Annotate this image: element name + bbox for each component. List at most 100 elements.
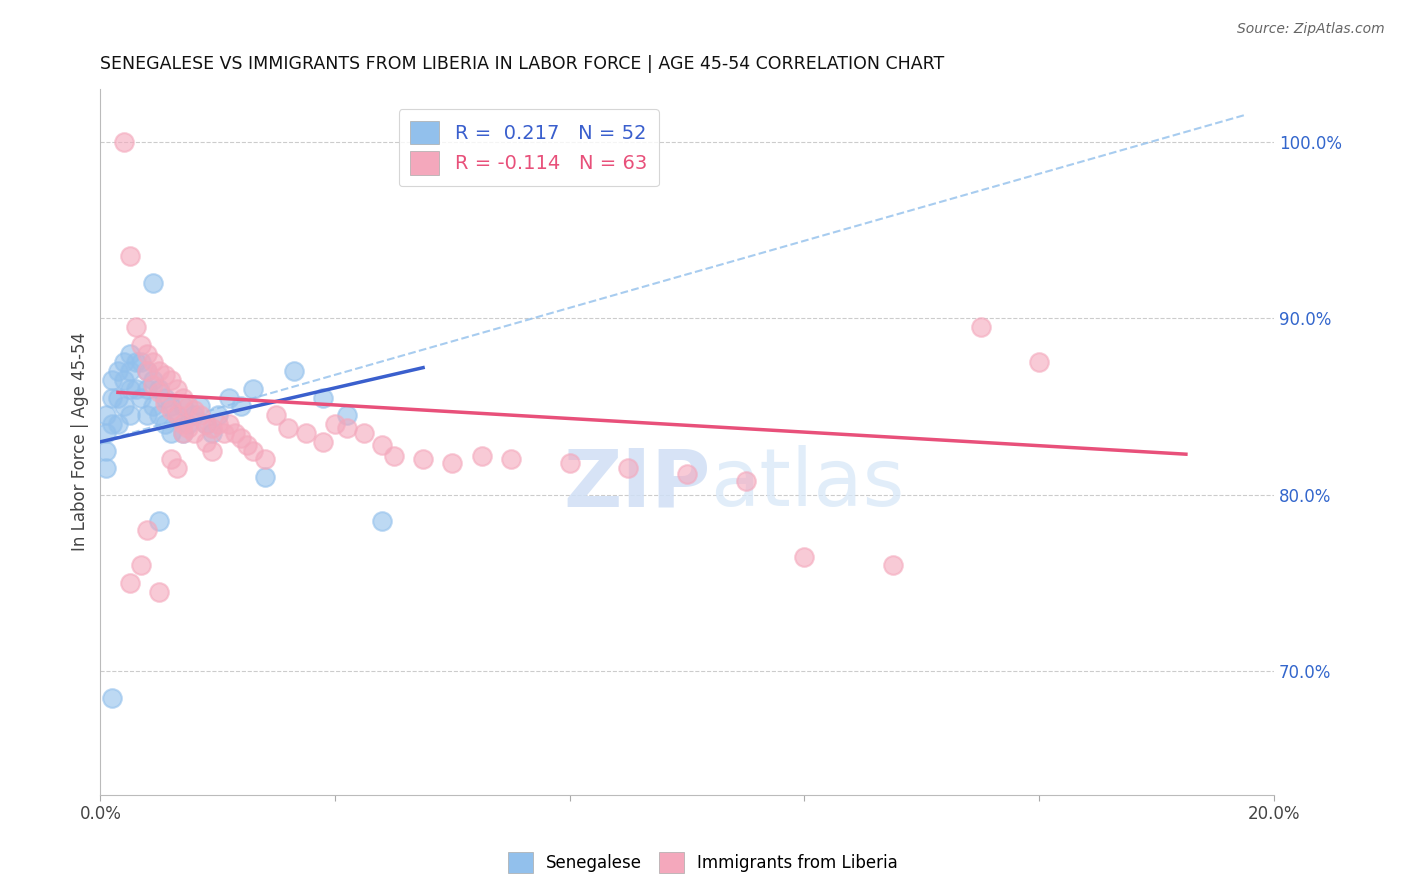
Point — [242, 443, 264, 458]
Point — [201, 425, 224, 440]
Point — [224, 425, 246, 440]
Point — [183, 409, 205, 423]
Point — [266, 409, 288, 423]
Point — [159, 425, 181, 440]
Point — [142, 400, 165, 414]
Point — [101, 417, 124, 432]
Point — [153, 391, 176, 405]
Point — [558, 456, 581, 470]
Point — [336, 409, 359, 423]
Point — [148, 385, 170, 400]
Point — [124, 382, 146, 396]
Point — [159, 452, 181, 467]
Point — [188, 400, 211, 414]
Point — [101, 690, 124, 705]
Point — [177, 420, 200, 434]
Point — [136, 364, 159, 378]
Y-axis label: In Labor Force | Age 45-54: In Labor Force | Age 45-54 — [72, 333, 89, 551]
Point — [166, 409, 188, 423]
Point — [96, 461, 118, 475]
Point — [793, 549, 815, 564]
Point — [107, 364, 129, 378]
Point — [207, 417, 229, 432]
Point — [153, 417, 176, 432]
Point — [294, 425, 316, 440]
Point — [412, 452, 434, 467]
Point — [159, 403, 181, 417]
Point — [107, 417, 129, 432]
Point — [183, 403, 205, 417]
Point — [242, 382, 264, 396]
Point — [218, 417, 240, 432]
Point — [96, 425, 118, 440]
Point — [136, 409, 159, 423]
Point — [148, 409, 170, 423]
Point — [253, 452, 276, 467]
Legend: Senegalese, Immigrants from Liberia: Senegalese, Immigrants from Liberia — [502, 846, 904, 880]
Point — [118, 576, 141, 591]
Point — [231, 400, 253, 414]
Point — [183, 425, 205, 440]
Point — [118, 364, 141, 378]
Point — [501, 452, 523, 467]
Text: atlas: atlas — [710, 445, 905, 524]
Point — [194, 417, 217, 432]
Point — [159, 373, 181, 387]
Point — [101, 373, 124, 387]
Point — [166, 461, 188, 475]
Point — [201, 443, 224, 458]
Point — [142, 373, 165, 387]
Point — [212, 425, 235, 440]
Point — [124, 355, 146, 369]
Point — [136, 364, 159, 378]
Point — [136, 523, 159, 537]
Point — [336, 420, 359, 434]
Point — [142, 378, 165, 392]
Point — [253, 470, 276, 484]
Point — [159, 400, 181, 414]
Point — [148, 382, 170, 396]
Point — [124, 320, 146, 334]
Point — [118, 382, 141, 396]
Point — [236, 438, 259, 452]
Point — [107, 391, 129, 405]
Point — [112, 400, 135, 414]
Point — [969, 320, 991, 334]
Point — [471, 449, 494, 463]
Point — [148, 514, 170, 528]
Point — [283, 364, 305, 378]
Point — [218, 391, 240, 405]
Point — [312, 434, 335, 449]
Text: ZIP: ZIP — [564, 445, 710, 524]
Point — [136, 382, 159, 396]
Point — [172, 425, 194, 440]
Point — [312, 391, 335, 405]
Point — [131, 355, 153, 369]
Point — [166, 382, 188, 396]
Point — [131, 337, 153, 351]
Point — [382, 449, 405, 463]
Point — [118, 249, 141, 263]
Point — [153, 368, 176, 382]
Text: SENEGALESE VS IMMIGRANTS FROM LIBERIA IN LABOR FORCE | AGE 45-54 CORRELATION CHA: SENEGALESE VS IMMIGRANTS FROM LIBERIA IN… — [100, 55, 945, 73]
Point — [441, 456, 464, 470]
Point — [617, 461, 640, 475]
Point — [112, 355, 135, 369]
Point — [882, 558, 904, 573]
Point — [96, 409, 118, 423]
Point — [142, 276, 165, 290]
Point — [153, 396, 176, 410]
Point — [207, 409, 229, 423]
Point — [353, 425, 375, 440]
Point — [131, 391, 153, 405]
Text: Source: ZipAtlas.com: Source: ZipAtlas.com — [1237, 22, 1385, 37]
Point — [194, 434, 217, 449]
Point — [101, 391, 124, 405]
Point — [166, 409, 188, 423]
Point — [172, 425, 194, 440]
Point — [676, 467, 699, 481]
Point — [148, 364, 170, 378]
Point — [277, 420, 299, 434]
Point — [371, 514, 394, 528]
Point — [112, 373, 135, 387]
